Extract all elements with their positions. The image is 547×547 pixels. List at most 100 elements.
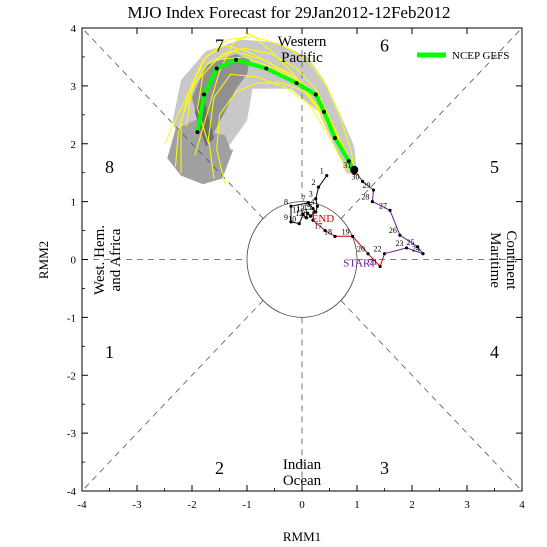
forecast-mean-point (264, 66, 269, 71)
phase-guides (81, 27, 523, 492)
forecast-spread-layer (167, 39, 357, 185)
observed-point (315, 204, 319, 208)
observed-point (309, 214, 313, 218)
x-tick-label: -1 (242, 499, 251, 511)
observed-point (378, 264, 382, 269)
y-tick-label: 1 (71, 197, 77, 209)
legend-label: NCEP GEFS (452, 50, 509, 62)
observed-day-label: 21 (369, 257, 377, 266)
phase-number: 6 (380, 35, 389, 55)
observed-day-label: 5 (309, 203, 313, 212)
region-label-left: West. Hem. (92, 225, 108, 295)
observed-point (333, 234, 337, 238)
forecast-mean-point (322, 109, 326, 114)
observed-point (404, 246, 409, 250)
observed-day-label: 8 (284, 197, 288, 206)
y-tick-label: -4 (67, 486, 77, 498)
observed-point (311, 218, 315, 222)
observed-day-label: 11 (292, 205, 300, 214)
region-label-top: Pacific (281, 50, 323, 66)
region-label-top: Western (278, 34, 327, 50)
observed-point (325, 173, 329, 178)
observed-point (370, 200, 374, 204)
x-tick-label: 2 (409, 499, 415, 511)
observed-track-layer: 1234567891011121314151617181920212223242… (284, 161, 425, 269)
y-tick-label: -1 (67, 312, 76, 324)
observed-day-label: 27 (379, 201, 387, 210)
ensemble-member-line (196, 47, 352, 170)
forecast-mean-point (202, 92, 207, 97)
y-tick-label: -3 (67, 428, 77, 440)
ensemble-members-layer (164, 33, 358, 185)
observed-point (289, 220, 293, 224)
observed-point (304, 216, 308, 220)
observed-point (323, 228, 327, 233)
x-tick-label: -3 (132, 499, 142, 511)
observed-day-label: 23 (396, 239, 404, 248)
observed-day-label: 17 (314, 222, 322, 231)
y-tick-label: 3 (71, 81, 77, 93)
observed-day-label: 15 (303, 203, 311, 212)
forecast-mean-point (313, 92, 318, 97)
observed-day-label: 30 (352, 172, 360, 181)
region-label-bottom: Ocean (283, 473, 322, 489)
phase-boundary-diagonal (340, 300, 523, 492)
chart-title: MJO Index Forecast for 29Jan2012-12Feb20… (128, 3, 451, 22)
y-tick-label: 2 (71, 139, 77, 151)
observed-day-label: 26 (389, 226, 397, 235)
observed-day-label: 25 (407, 238, 415, 247)
observed-day-label: 3 (309, 190, 313, 199)
forecast-spread-region (167, 117, 234, 185)
observed-day-label: 20 (357, 245, 365, 254)
legend: NCEP GEFS (417, 50, 509, 62)
forecast-mean-point (214, 66, 219, 71)
observed-point (289, 204, 293, 208)
phase-number: 2 (215, 458, 224, 478)
observed-day-label: 7 (302, 194, 306, 203)
phase-boundary-diagonal (81, 300, 264, 492)
region-label-left: and Africa (108, 228, 124, 291)
observed-point (360, 179, 365, 183)
y-tick-label: -2 (67, 370, 76, 382)
y-axis-label: RMM2 (36, 241, 51, 279)
observed-point (307, 201, 311, 205)
x-tick-label: 3 (464, 499, 470, 511)
ensemble-member-line (175, 50, 352, 170)
start-label: START (343, 257, 377, 269)
observed-point (421, 252, 425, 256)
ensemble-member-line (164, 36, 355, 173)
observed-point (314, 197, 318, 201)
x-tick-label: 0 (299, 499, 305, 511)
observed-track-line (312, 211, 385, 268)
phase-number: 4 (490, 342, 499, 362)
y-tick-label: 4 (71, 23, 77, 35)
x-tick-label: -2 (187, 499, 196, 511)
forecast-mean-point (195, 130, 200, 135)
phase-number: 1 (105, 342, 114, 362)
region-label-right: Continent (503, 230, 519, 290)
end-label: END (312, 213, 335, 225)
observed-point (351, 234, 355, 238)
forecast-mean-point (333, 135, 337, 140)
observed-point (366, 252, 370, 256)
phase-number: 7 (215, 35, 224, 55)
observed-day-label: 28 (361, 193, 369, 202)
region-label-bottom: Indian (283, 457, 322, 473)
observed-day-label: 19 (342, 227, 350, 236)
observed-day-label: 31 (343, 161, 351, 170)
observed-day-label: 9 (284, 213, 288, 222)
forecast-mean-point (234, 57, 238, 62)
observed-day-label: 29 (363, 181, 371, 190)
observed-point (388, 208, 392, 212)
unit-circle (246, 201, 358, 318)
observed-day-label: 24 (412, 245, 420, 254)
observed-point (398, 233, 402, 237)
observed-point (371, 188, 376, 192)
x-tick-label: 4 (519, 499, 525, 511)
x-axis-label: RMM1 (283, 529, 321, 544)
observed-point (305, 211, 310, 215)
phase-number: 8 (105, 157, 114, 177)
forecast-mean-layer (195, 57, 357, 175)
